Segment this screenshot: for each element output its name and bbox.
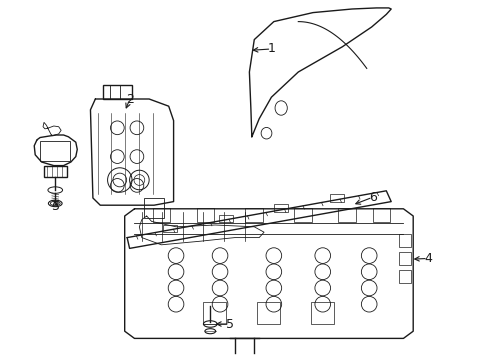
Text: 3: 3 xyxy=(51,201,59,213)
Text: 2: 2 xyxy=(125,93,133,106)
Text: 5: 5 xyxy=(225,318,233,330)
Text: 1: 1 xyxy=(267,42,275,55)
Text: 4: 4 xyxy=(423,252,431,265)
Text: 6: 6 xyxy=(368,191,376,204)
